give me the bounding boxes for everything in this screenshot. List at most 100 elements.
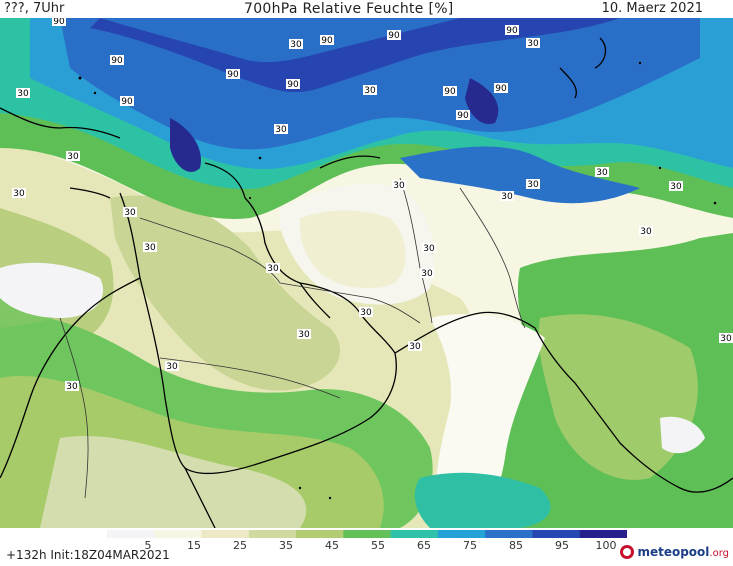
field-85-north <box>60 18 700 150</box>
field-45-india <box>538 314 698 480</box>
svg-text:90: 90 <box>227 70 239 80</box>
legend-colorbar <box>107 530 627 538</box>
init-time-label: +132h Init:18Z04MAR2021 <box>6 548 170 562</box>
svg-text:30: 30 <box>267 264 279 274</box>
map-header: ???, 7Uhr 700hPa Relative Feuchte [%] 10… <box>0 0 733 18</box>
map-small-islands <box>78 61 717 500</box>
legend-tick: 85 <box>509 539 523 552</box>
contour-label: 30 <box>422 243 436 254</box>
svg-text:90: 90 <box>457 111 469 121</box>
svg-text:90: 90 <box>53 18 65 27</box>
contour-label: 30 <box>420 268 434 279</box>
country-borders <box>59 177 526 499</box>
svg-text:30: 30 <box>527 180 539 190</box>
meteopool-logo[interactable]: meteopool.org <box>620 545 729 559</box>
contour-label: 30 <box>12 188 26 199</box>
contour-label: 90 <box>110 55 124 66</box>
contour-label: 30 <box>65 381 79 392</box>
svg-text:30: 30 <box>290 40 302 50</box>
meteopool-logo-text: meteopool.org <box>637 545 729 559</box>
legend-tick: 15 <box>187 539 201 552</box>
svg-text:30: 30 <box>423 244 435 254</box>
svg-text:90: 90 <box>444 87 456 97</box>
field-5-india-patch <box>660 416 705 454</box>
meteopool-logo-icon <box>620 545 635 559</box>
legend-swatch <box>154 530 203 538</box>
legend-tick: 25 <box>233 539 247 552</box>
contour-label: 90 <box>320 35 334 46</box>
legend-swatch <box>296 530 344 538</box>
contour-label: 90 <box>286 79 300 90</box>
field-15-iran <box>299 210 406 289</box>
legend-tick: 45 <box>325 539 339 552</box>
svg-text:30: 30 <box>393 181 405 191</box>
contour-label: 30 <box>719 333 733 344</box>
legend-swatch <box>343 530 392 538</box>
field-95-north <box>90 18 620 93</box>
field-40-arabia <box>110 195 340 391</box>
contour-label: 90 <box>387 30 401 41</box>
contour-label: 30 <box>359 307 373 318</box>
svg-text:30: 30 <box>720 334 732 344</box>
svg-text:30: 30 <box>275 125 287 135</box>
svg-text:90: 90 <box>495 84 507 94</box>
humidity-map: 90 90 90 90 90 90 90 90 90 90 90 30 30 3… <box>0 18 733 528</box>
svg-text:30: 30 <box>364 86 376 96</box>
contour-label: 90 <box>52 18 66 27</box>
contour-label: 90 <box>226 69 240 80</box>
svg-text:30: 30 <box>409 342 421 352</box>
legend-swatch <box>532 530 581 538</box>
legend-tick: 65 <box>417 539 431 552</box>
contour-label: 90 <box>505 25 519 36</box>
legend-swatch <box>107 530 155 538</box>
svg-text:30: 30 <box>298 330 310 340</box>
legend-tick: 5 <box>144 539 152 552</box>
contour-label: 30 <box>289 39 303 50</box>
field-100-core-west <box>170 118 201 172</box>
contour-label: 30 <box>274 124 288 135</box>
contour-label: 30 <box>143 242 157 253</box>
legend-tick: 75 <box>463 539 477 552</box>
field-80-himalaya <box>400 146 640 204</box>
svg-text:90: 90 <box>111 56 123 66</box>
legend-swatch <box>437 530 486 538</box>
field-75-aden <box>414 472 551 528</box>
field-100-core-east <box>465 78 499 124</box>
svg-text:30: 30 <box>596 168 608 178</box>
legend-swatch <box>485 530 533 538</box>
contour-label: 30 <box>266 263 280 274</box>
contour-labels: 90 90 90 90 90 90 90 90 90 90 90 30 30 3… <box>12 18 733 392</box>
svg-text:30: 30 <box>501 192 513 202</box>
svg-text:30: 30 <box>360 308 372 318</box>
svg-text:90: 90 <box>388 31 400 41</box>
svg-text:30: 30 <box>66 382 78 392</box>
legend-tick: 35 <box>279 539 293 552</box>
svg-text:30: 30 <box>13 189 25 199</box>
legend-swatch <box>579 530 627 538</box>
contour-label: 90 <box>494 83 508 94</box>
svg-text:90: 90 <box>121 97 133 107</box>
contour-label: 30 <box>123 207 137 218</box>
legend-swatch <box>201 530 250 538</box>
svg-text:90: 90 <box>321 36 333 46</box>
contour-label: 30 <box>526 179 540 190</box>
legend-swatch <box>390 530 439 538</box>
valid-date-label: 10. Maerz 2021 <box>601 1 703 16</box>
contour-label: 30 <box>297 329 311 340</box>
map-title: 700hPa Relative Feuchte [%] <box>244 1 454 17</box>
contour-label: 30 <box>165 361 179 372</box>
svg-text:30: 30 <box>17 89 29 99</box>
contour-label: 30 <box>392 180 406 191</box>
contour-label: 30 <box>16 88 30 99</box>
svg-text:30: 30 <box>67 152 79 162</box>
svg-text:30: 30 <box>527 39 539 49</box>
svg-text:30: 30 <box>144 243 156 253</box>
contour-label: 30 <box>595 167 609 178</box>
svg-text:90: 90 <box>287 80 299 90</box>
contour-label: 90 <box>443 86 457 97</box>
contour-label: 90 <box>456 110 470 121</box>
contour-label: 30 <box>66 151 80 162</box>
svg-text:30: 30 <box>421 269 433 279</box>
svg-text:30: 30 <box>640 227 652 237</box>
